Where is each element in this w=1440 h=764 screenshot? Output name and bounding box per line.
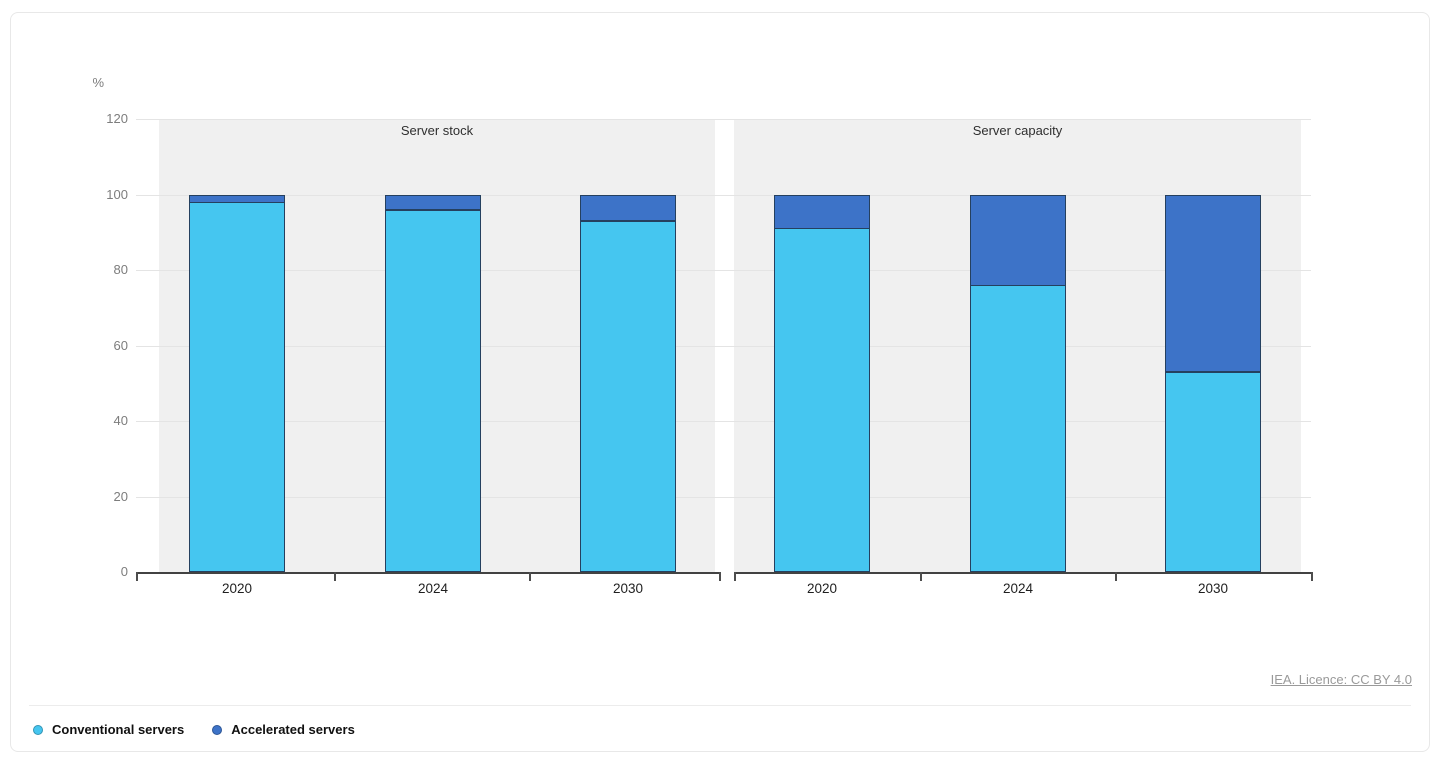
x-axis-tick bbox=[334, 572, 336, 581]
conventional-servers-swatch-icon bbox=[33, 724, 43, 735]
gridline-60 bbox=[136, 346, 1311, 347]
gridline-40 bbox=[136, 421, 1311, 422]
x-axis-line bbox=[734, 572, 1311, 574]
legend-divider bbox=[29, 705, 1411, 706]
x-axis-tick bbox=[1311, 572, 1313, 581]
x-axis-line bbox=[136, 572, 719, 574]
accelerated-servers-swatch-icon bbox=[212, 724, 223, 735]
legend-item-conventional-servers[interactable]: Conventional servers bbox=[33, 722, 184, 737]
gridline-20 bbox=[136, 497, 1311, 498]
legend-item-accelerated-servers[interactable]: Accelerated servers bbox=[212, 722, 355, 737]
bar-conventional-servers-server-stock-2020[interactable] bbox=[189, 202, 285, 572]
bar-conventional-servers-server-stock-2030[interactable] bbox=[580, 221, 676, 572]
bar-accelerated-servers-server-capacity-2030[interactable] bbox=[1165, 195, 1261, 372]
panel-title: Server stock bbox=[400, 123, 474, 138]
y-axis-label-0: 0 bbox=[120, 564, 128, 579]
bar-accelerated-servers-server-stock-2024[interactable] bbox=[385, 195, 481, 210]
x-axis-tick bbox=[920, 572, 922, 581]
bar-accelerated-servers-server-stock-2030[interactable] bbox=[580, 195, 676, 221]
x-axis-tick bbox=[734, 572, 736, 581]
x-axis-category-label-2030: 2030 bbox=[1197, 581, 1229, 596]
x-axis-category-label-2020: 2020 bbox=[221, 581, 253, 596]
bar-conventional-servers-server-stock-2024[interactable] bbox=[385, 210, 481, 572]
bar-conventional-servers-server-capacity-2030[interactable] bbox=[1165, 372, 1261, 572]
x-axis-category-label-2030: 2030 bbox=[612, 581, 644, 596]
y-axis-unit-label: % bbox=[92, 75, 104, 90]
x-axis-tick bbox=[1115, 572, 1117, 581]
bar-conventional-servers-server-capacity-2024[interactable] bbox=[970, 285, 1066, 572]
gridline-100 bbox=[136, 195, 1311, 196]
x-axis-tick bbox=[136, 572, 138, 581]
bar-conventional-servers-server-capacity-2020[interactable] bbox=[774, 228, 870, 572]
y-axis-label-20: 20 bbox=[113, 489, 128, 504]
legend-label: Accelerated servers bbox=[231, 722, 355, 737]
y-axis-label-40: 40 bbox=[113, 413, 128, 428]
x-axis-category-label-2020: 2020 bbox=[806, 581, 838, 596]
bar-accelerated-servers-server-capacity-2024[interactable] bbox=[970, 195, 1066, 286]
bar-accelerated-servers-server-capacity-2020[interactable] bbox=[774, 195, 870, 229]
chart-card: 0 20 40 60 80 100 120% Server stock Server capac… bbox=[10, 12, 1430, 752]
x-axis-category-label-2024: 2024 bbox=[417, 581, 449, 596]
x-axis-category-label-2024: 2024 bbox=[1002, 581, 1034, 596]
y-axis-label-120: 120 bbox=[106, 111, 128, 126]
chart-plot-area: 0 20 40 60 80 100 120% Server stock Server capac… bbox=[11, 13, 1431, 713]
gridline-80 bbox=[136, 270, 1311, 271]
y-axis-label-60: 60 bbox=[113, 338, 128, 353]
y-axis-label-80: 80 bbox=[113, 262, 128, 277]
legend: Conventional servers Accelerated servers bbox=[33, 722, 355, 737]
gridline-120 bbox=[136, 119, 1311, 120]
legend-label: Conventional servers bbox=[52, 722, 185, 737]
license-link[interactable]: IEA. Licence: CC BY 4.0 bbox=[1270, 672, 1412, 687]
panel-title: Server capacity bbox=[972, 123, 1063, 138]
x-axis-tick bbox=[719, 572, 721, 581]
bar-accelerated-servers-server-stock-2020[interactable] bbox=[189, 195, 285, 203]
x-axis-tick bbox=[529, 572, 531, 581]
y-axis-label-100: 100 bbox=[106, 187, 128, 202]
